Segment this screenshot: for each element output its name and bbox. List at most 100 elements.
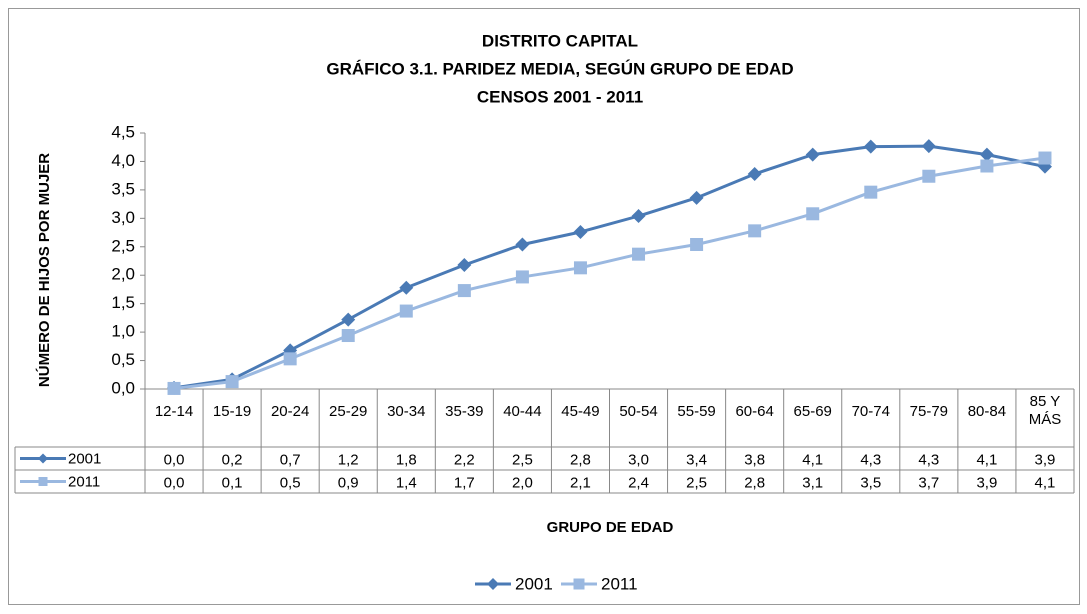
x-tick-label: 20-24 xyxy=(271,403,309,420)
point xyxy=(515,270,529,284)
x-tick-label: 55-59 xyxy=(677,403,715,420)
point xyxy=(690,238,704,252)
y-tick-label: 2,5 xyxy=(111,236,135,255)
series-line xyxy=(173,156,1046,390)
table-cell: 4,1 xyxy=(1035,474,1056,491)
series-line xyxy=(173,144,1046,390)
legend-marker xyxy=(573,578,585,590)
y-tick-label: 0,0 xyxy=(111,378,135,397)
point xyxy=(689,190,704,205)
table-legend-marker xyxy=(38,477,48,486)
x-tick-label: 50-54 xyxy=(619,403,657,420)
point xyxy=(167,381,181,395)
table-cell: 4,3 xyxy=(918,451,939,468)
point xyxy=(922,169,936,183)
table-legend-marker xyxy=(38,453,48,464)
point xyxy=(341,312,356,327)
point xyxy=(573,224,588,239)
table-cell: 2,0 xyxy=(512,474,533,491)
x-tick-label: 60-64 xyxy=(735,403,773,420)
table-cell: 3,0 xyxy=(628,451,649,468)
table-cell: 0,9 xyxy=(338,474,359,491)
y-tick-label: 4,0 xyxy=(111,151,135,170)
chart-border xyxy=(8,8,1080,605)
legend-label: 2011 xyxy=(601,574,638,593)
table-cell: 0,5 xyxy=(280,474,301,491)
x-tick-label: 45-49 xyxy=(561,403,599,420)
x-tick-label: 35-39 xyxy=(445,403,483,420)
y-tick-label: 3,5 xyxy=(111,179,135,198)
table-cell: 0,1 xyxy=(222,474,243,491)
point xyxy=(399,304,413,318)
table-cell: 3,1 xyxy=(802,474,823,491)
table-cell: 0,0 xyxy=(164,474,185,491)
table-cell: 0,0 xyxy=(164,451,185,468)
x-tick-label: 15-19 xyxy=(213,403,251,420)
table-cell: 1,8 xyxy=(396,451,417,468)
y-tick-label: 3,0 xyxy=(111,208,135,227)
table-cell: 0,7 xyxy=(280,451,301,468)
point xyxy=(979,147,994,162)
x-axis-title: GRUPO DE EDAD xyxy=(547,519,674,536)
table-cell: 2,4 xyxy=(628,474,649,491)
table-cell: 4,1 xyxy=(976,451,997,468)
chart-title: CENSOS 2001 - 2011 xyxy=(477,87,643,106)
x-tick-label: 25-29 xyxy=(329,403,367,420)
x-tick-label: 65-69 xyxy=(794,403,832,420)
point xyxy=(806,207,820,221)
point xyxy=(341,329,355,343)
point xyxy=(225,375,239,389)
point xyxy=(515,237,530,252)
x-tick-label: 12-14 xyxy=(155,403,193,420)
point xyxy=(399,280,414,295)
y-tick-label: 0,5 xyxy=(111,350,135,369)
legend-label: 2001 xyxy=(515,574,553,593)
point xyxy=(283,352,297,366)
table-cell: 4,1 xyxy=(802,451,823,468)
point xyxy=(748,224,762,238)
table-cell: 3,7 xyxy=(918,474,939,491)
table-cell: 1,2 xyxy=(338,451,359,468)
table-cell: 3,9 xyxy=(976,474,997,491)
y-axis-title: NÚMERO DE HIJOS POR MUJER xyxy=(35,153,53,387)
table-legend-label: 2001 xyxy=(68,450,101,467)
x-tick-label: 80-84 xyxy=(968,403,1006,420)
point xyxy=(1038,151,1052,165)
x-tick-label: 40-44 xyxy=(503,403,541,420)
table-cell: 2,2 xyxy=(454,451,475,468)
table-legend-label: 2011 xyxy=(68,473,100,490)
y-tick-label: 2,0 xyxy=(111,265,135,284)
y-tick-label: 1,0 xyxy=(111,322,135,341)
chart-title: DISTRITO CAPITAL xyxy=(482,31,638,50)
point xyxy=(863,139,878,154)
x-tick-label: 85 Y MÁS xyxy=(1029,393,1062,428)
point xyxy=(573,261,587,275)
y-tick-label: 1,5 xyxy=(111,293,135,312)
y-tick-label: 4,5 xyxy=(111,122,135,141)
point xyxy=(805,147,820,162)
table-cell: 4,3 xyxy=(860,451,881,468)
table-cell: 3,4 xyxy=(686,451,707,468)
table-cell: 2,8 xyxy=(744,474,765,491)
point xyxy=(631,209,646,224)
table-cell: 2,5 xyxy=(512,451,533,468)
x-tick-label: 70-74 xyxy=(852,403,890,420)
table-cell: 1,7 xyxy=(454,474,475,491)
point xyxy=(747,166,762,181)
x-tick-label: 75-79 xyxy=(910,403,948,420)
table-cell: 2,1 xyxy=(570,474,591,491)
point xyxy=(980,159,994,173)
table-cell: 3,5 xyxy=(860,474,881,491)
table-cell: 3,8 xyxy=(744,451,765,468)
point xyxy=(457,257,472,272)
legend-marker xyxy=(487,578,499,590)
point xyxy=(457,284,471,298)
point xyxy=(921,139,936,154)
table-cell: 1,4 xyxy=(396,474,417,491)
table-cell: 2,5 xyxy=(686,474,707,491)
chart-title: GRÁFICO 3.1. PARIDEZ MEDIA, SEGÚN GRUPO … xyxy=(326,59,793,78)
point xyxy=(632,247,646,261)
table-cell: 2,8 xyxy=(570,451,591,468)
table-cell: 0,2 xyxy=(222,451,243,468)
